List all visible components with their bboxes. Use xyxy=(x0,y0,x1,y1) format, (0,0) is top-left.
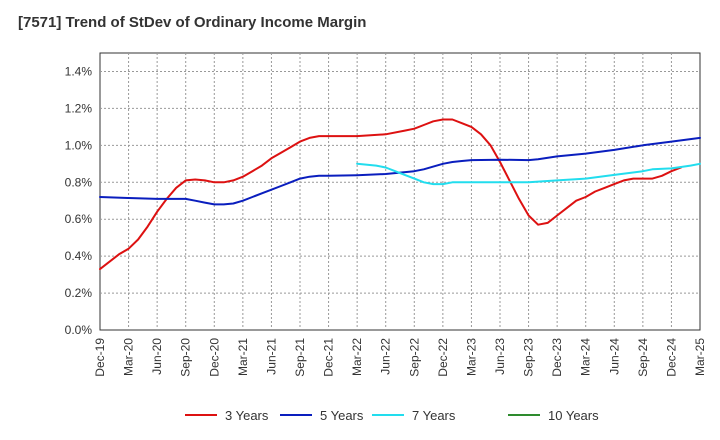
x-tick-label: Mar-23 xyxy=(464,338,478,376)
x-tick-label: Jun-23 xyxy=(493,338,507,375)
x-tick-label: Sep-24 xyxy=(636,338,650,377)
series-lines xyxy=(99,118,701,271)
x-tick-label: Mar-21 xyxy=(236,338,250,376)
x-tick-label: Mar-25 xyxy=(693,338,707,376)
x-tick-label: Dec-22 xyxy=(436,338,450,377)
x-tick-label: Dec-21 xyxy=(322,338,336,377)
x-tick-label: Mar-24 xyxy=(579,338,593,376)
x-tick-label: Dec-19 xyxy=(93,338,107,377)
y-tick-label: 0.8% xyxy=(65,175,93,189)
x-tick-label: Sep-22 xyxy=(407,338,421,377)
x-tick-label: Sep-23 xyxy=(522,338,536,377)
x-tick-label: Mar-22 xyxy=(350,338,364,376)
series-line-3 xyxy=(356,162,701,186)
plot-area xyxy=(99,52,701,331)
legend-label: 5 Years xyxy=(320,408,364,423)
y-tick-label: 0.2% xyxy=(65,286,93,300)
series-line-1 xyxy=(99,118,682,271)
x-tick-label: Dec-20 xyxy=(207,338,221,377)
y-tick-label: 1.2% xyxy=(65,101,93,115)
x-tick-label: Jun-21 xyxy=(264,338,278,375)
y-tick-label: 1.4% xyxy=(65,64,93,78)
y-axis-ticks: 0.0% 0.2% 0.4% 0.6% 0.8% 1.0% 1.2% 1.4% xyxy=(65,64,93,337)
grid-lines xyxy=(100,53,700,330)
legend-label: 3 Years xyxy=(225,408,269,423)
chart-title: [7571] Trend of StDev of Ordinary Income… xyxy=(18,14,367,31)
series-line-2 xyxy=(99,136,701,206)
y-tick-label: 1.0% xyxy=(65,138,93,152)
legend-label: 7 Years xyxy=(412,408,456,423)
x-tick-label: Jun-24 xyxy=(607,338,621,375)
y-tick-label: 0.6% xyxy=(65,212,93,226)
x-tick-label: Jun-20 xyxy=(150,338,164,375)
y-tick-label: 0.0% xyxy=(65,323,93,337)
x-tick-label: Dec-23 xyxy=(550,338,564,377)
x-tick-label: Jun-22 xyxy=(379,338,393,375)
legend-label: 10 Years xyxy=(548,408,599,423)
y-tick-label: 0.4% xyxy=(65,249,93,263)
x-tick-label: Dec-24 xyxy=(664,338,678,377)
x-tick-label: Sep-20 xyxy=(179,338,193,377)
x-tick-label: Mar-20 xyxy=(122,338,136,376)
legend: 3 Years 5 Years 7 Years 10 Years xyxy=(185,408,599,423)
x-tick-label: Sep-21 xyxy=(293,338,307,377)
x-axis-ticks: Dec-19 Mar-20 Jun-20 Sep-20 Dec-20 Mar-21 Jun-… xyxy=(93,338,707,377)
